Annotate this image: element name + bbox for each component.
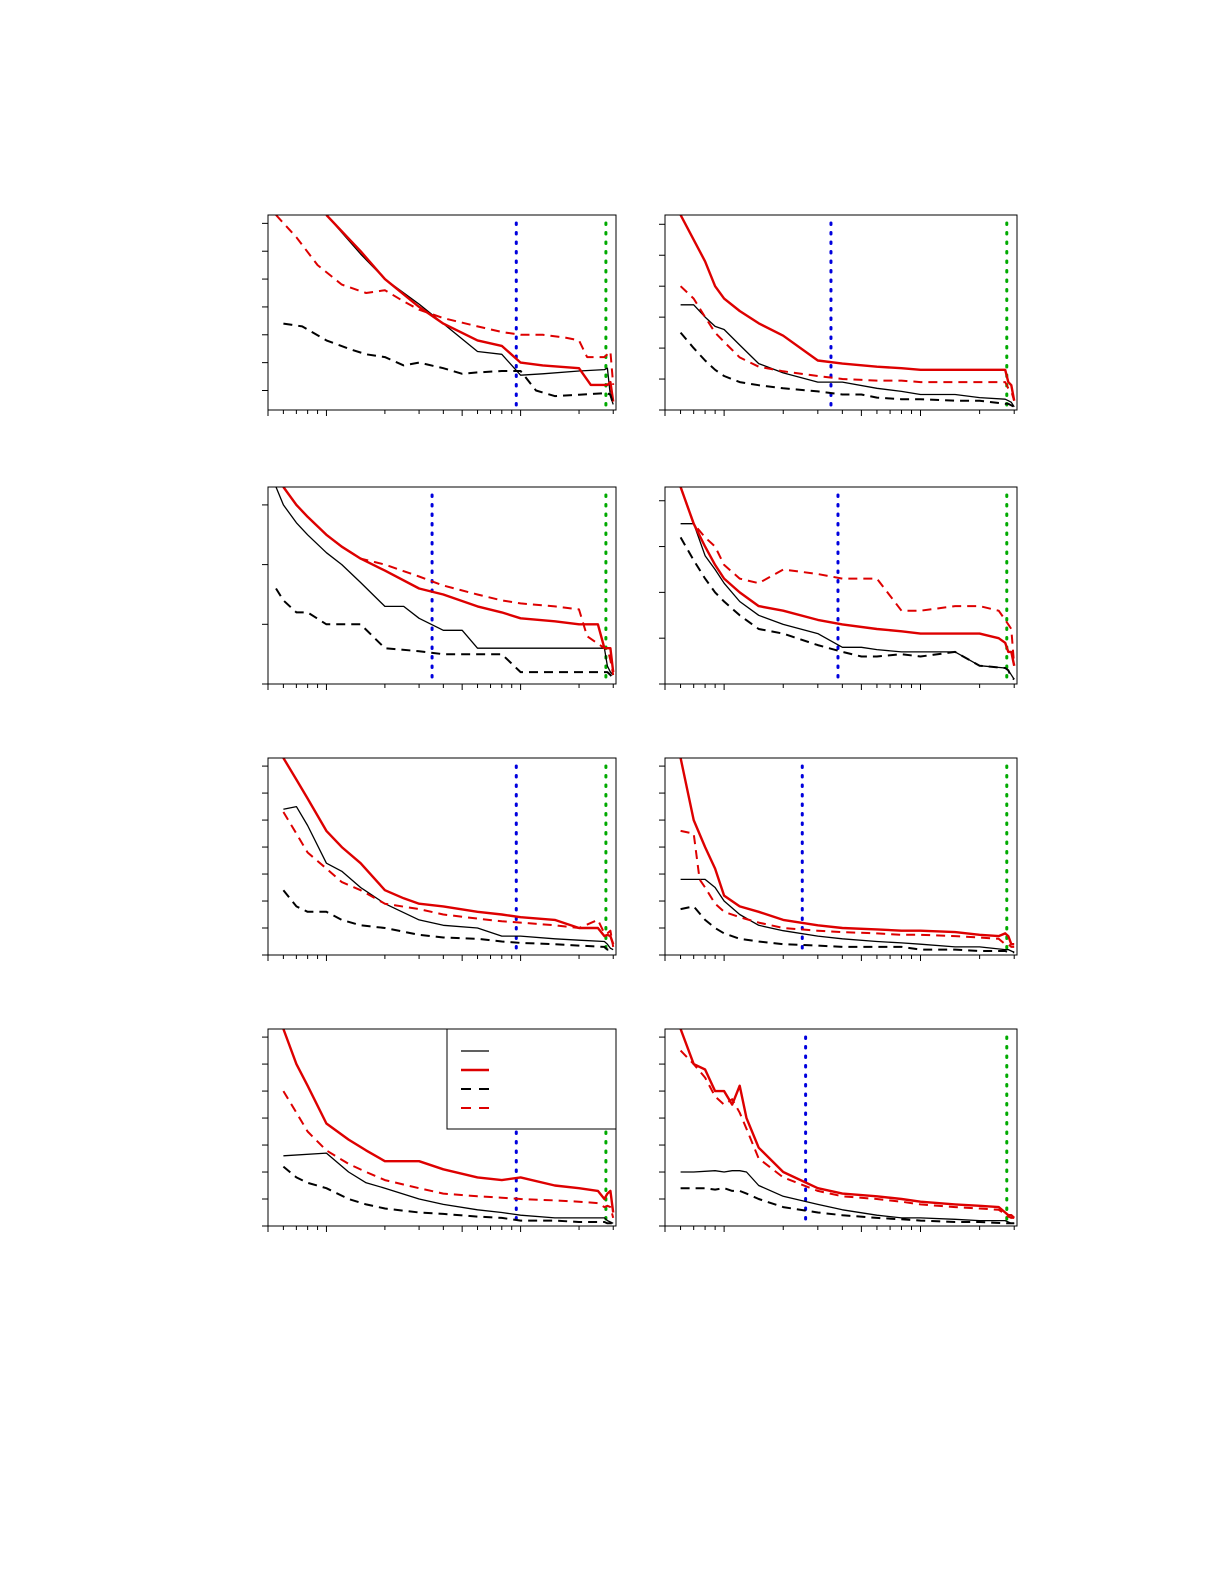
series-line-black-solid: [680, 523, 1015, 680]
series-line-red-dashed: [679, 285, 1016, 401]
chart-panel-4: [659, 486, 1018, 690]
plot-frame: [267, 757, 617, 956]
series-line-red-solid: [282, 487, 615, 673]
series-line-black-solid: [680, 304, 1015, 408]
plot-frame: [664, 1028, 1018, 1227]
series-line-black-dashed: [282, 1165, 614, 1225]
chart-panel-5: [262, 757, 617, 961]
legend-box: [446, 1028, 617, 1130]
series-line-red-solid: [679, 758, 1015, 946]
chart-panel-3: [262, 486, 617, 690]
series-line-red-solid: [679, 487, 1016, 666]
chart-panel-6: [659, 757, 1018, 961]
series-line-black-solid: [680, 878, 1015, 953]
chart-panel-2: [659, 214, 1018, 416]
series-line-red-dashed: [680, 829, 1015, 948]
series-line-red-solid: [679, 215, 1016, 401]
series-line-red-dashed: [282, 811, 615, 948]
series-line-red-solid: [325, 215, 615, 402]
series-line-red-dashed: [679, 487, 1016, 666]
series-line-red-dashed: [275, 215, 615, 385]
series-line-black-solid: [275, 487, 614, 676]
series-line-black-solid: [680, 1170, 1015, 1224]
plot-frame: [664, 214, 1018, 411]
series-line-red-solid: [282, 758, 615, 945]
series-line-black-dashed: [679, 331, 1015, 408]
plot-frame: [664, 486, 1018, 685]
series-line-black-dashed: [282, 889, 614, 952]
plot-frame: [267, 214, 617, 411]
chart-panel-1: [262, 214, 617, 416]
series-line-black-dashed: [275, 587, 614, 679]
series-line-red-solid: [282, 1029, 615, 1213]
series-line-red-dashed: [282, 487, 615, 676]
series-line-black-dashed: [679, 536, 1015, 681]
series-line-black-solid: [283, 1152, 614, 1224]
plot-frame: [267, 486, 617, 685]
chart-panel-8: [659, 1028, 1018, 1232]
series-line-red-solid: [679, 1029, 1016, 1219]
series-line-black-dashed: [283, 322, 615, 405]
series-line-red-dashed: [679, 1049, 1015, 1219]
series-line-red-dashed: [282, 1090, 615, 1219]
legend: [446, 1028, 617, 1130]
series-line-black-solid: [325, 215, 614, 405]
plot-frame: [664, 757, 1018, 956]
series-line-black-dashed: [680, 1187, 1015, 1225]
series-line-black-solid: [283, 805, 614, 951]
series-line-black-dashed: [680, 905, 1015, 954]
